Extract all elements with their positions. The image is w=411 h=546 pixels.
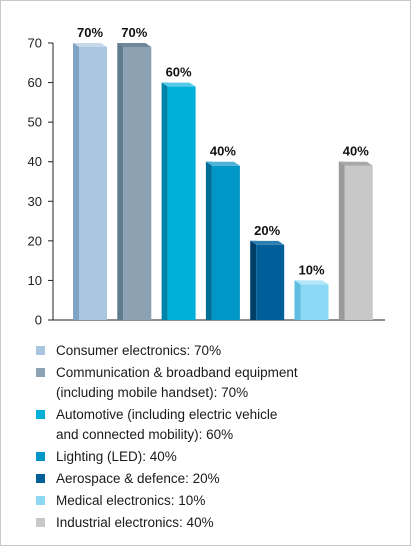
legend-swatch	[36, 346, 45, 355]
bar-front	[123, 47, 152, 320]
bar-data-label: 10%	[298, 262, 324, 277]
bar-side	[205, 161, 212, 320]
legend-swatch	[36, 496, 45, 505]
y-tick-label: 0	[35, 313, 42, 328]
bar	[294, 280, 329, 320]
bar-top	[161, 82, 196, 87]
bar-front	[167, 86, 196, 320]
bar-top	[250, 240, 285, 245]
bar	[338, 161, 373, 320]
data-labels: 70% 70% 60% 40% 20% 10% 40%	[77, 25, 369, 277]
legend-item: Aerospace & defence: 20%	[36, 469, 396, 489]
legend-swatch	[36, 518, 45, 527]
legend-label: Industrial electronics: 40%	[56, 515, 214, 530]
legend-item: Automotive (including electric vehicle a…	[36, 405, 396, 445]
bar-data-label: 70%	[121, 25, 147, 40]
legend-swatch	[36, 368, 45, 377]
bar-front	[256, 244, 285, 320]
y-tick-label: 10	[28, 273, 42, 288]
y-tick-label: 50	[28, 115, 42, 130]
bar-front	[79, 47, 107, 320]
bar-data-label: 40%	[343, 144, 369, 159]
bar-side	[161, 82, 168, 320]
bar-data-label: 60%	[166, 65, 192, 80]
y-tick-label: 60	[28, 75, 42, 90]
bar-data-label: 20%	[254, 223, 280, 238]
legend-item: Medical electronics: 10%	[36, 491, 396, 511]
bar-side	[73, 43, 79, 320]
legend-item: Communication & broadband equipment (inc…	[36, 363, 396, 403]
bar	[161, 82, 196, 320]
bar	[205, 161, 240, 320]
legend-item: Industrial electronics: 40%	[36, 513, 396, 533]
bar-side	[338, 161, 345, 320]
y-axis: 0 10 20 30 40 50 60 70	[28, 36, 385, 328]
bar-side	[294, 280, 301, 320]
bar	[73, 43, 107, 320]
bar-front	[344, 165, 373, 320]
bar-top	[294, 280, 329, 285]
legend-label: Automotive (including electric vehicle a…	[56, 407, 278, 442]
y-tick-label: 70	[28, 36, 42, 51]
legend-label: Aerospace & defence: 20%	[56, 471, 220, 486]
y-tick-label: 40	[28, 154, 42, 169]
bar	[117, 43, 152, 320]
legend-label: Communication & broadband equipment (inc…	[56, 365, 298, 400]
legend-label: Consumer electronics: 70%	[56, 343, 222, 358]
legend: Consumer electronics: 70% Communication …	[36, 341, 396, 535]
bar-chart: 0 10 20 30 40 50 60 70 70% 70% 60% 40% 20% 10% 40%	[28, 25, 385, 328]
bars	[73, 43, 373, 320]
bar-side	[250, 240, 257, 320]
bar-top	[73, 43, 107, 47]
legend-item: Lighting (LED): 40%	[36, 447, 396, 467]
bar-top	[338, 161, 373, 166]
legend-swatch	[36, 452, 45, 461]
bar-front	[300, 284, 329, 320]
y-tick-label: 20	[28, 233, 42, 248]
legend-swatch	[36, 410, 45, 419]
bar-top	[117, 43, 152, 47]
bar-front	[211, 165, 240, 320]
bar-data-label: 70%	[77, 25, 103, 40]
legend-label: Medical electronics: 10%	[56, 493, 206, 508]
y-tick-label: 30	[28, 194, 42, 209]
bar	[250, 240, 285, 320]
legend-swatch	[36, 474, 45, 483]
legend-item: Consumer electronics: 70%	[36, 341, 396, 361]
legend-label: Lighting (LED): 40%	[56, 449, 177, 464]
bar-data-label: 40%	[210, 144, 236, 159]
bar-top	[205, 161, 240, 166]
bar-side	[117, 43, 124, 320]
